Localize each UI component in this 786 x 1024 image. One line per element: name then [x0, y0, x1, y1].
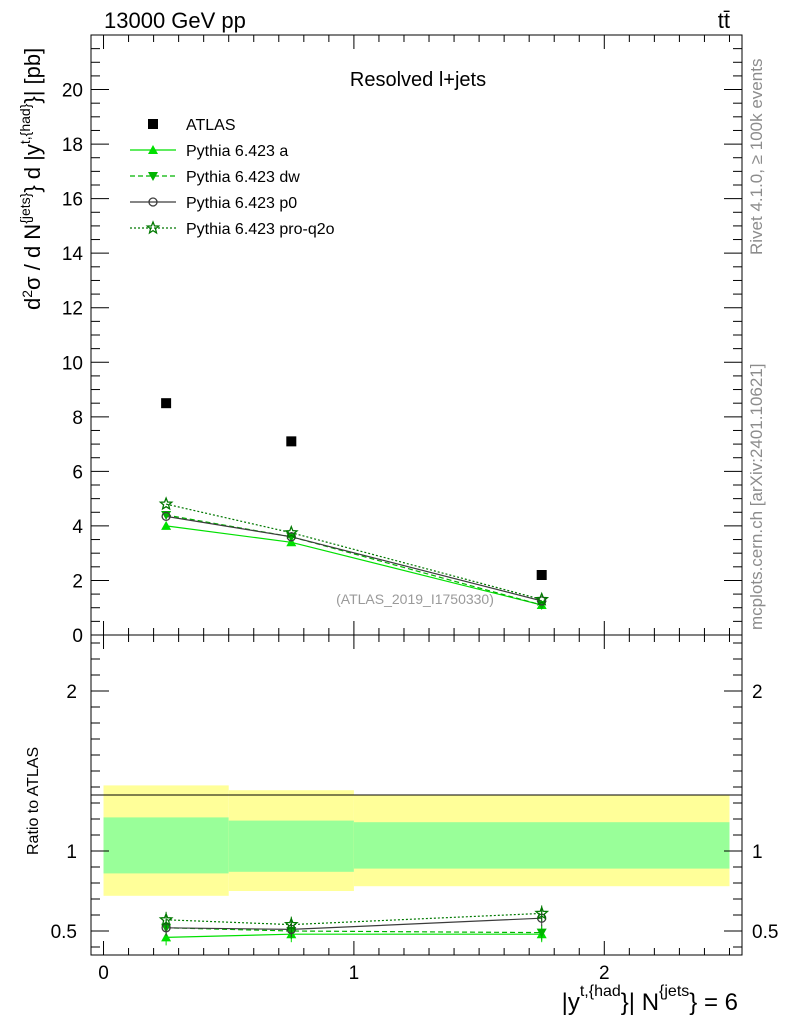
band-inner	[103, 817, 229, 874]
ratio-ytick-label: 2	[66, 682, 77, 703]
point-atlas	[286, 436, 297, 447]
legend-atlas: ATLAS	[186, 117, 236, 134]
main-ytick-label: 10	[62, 353, 83, 374]
ratio-frame	[90, 634, 743, 956]
ratio-line-pythia-6-423-a	[166, 933, 542, 938]
main-ytick-label: 4	[72, 517, 83, 538]
plot-title: Resolved l+jets	[350, 69, 486, 91]
legend-marker-atlas	[148, 119, 158, 129]
xtick-label: 1	[349, 963, 360, 984]
legend-marker-pythia-6-423-p0	[148, 197, 158, 207]
main-ytick-label: 2	[72, 571, 83, 592]
band-inner	[228, 820, 354, 872]
ratio-point-pythia-6-423-pro-q2o	[534, 905, 550, 920]
ratio-ytick-label: 0.5	[51, 922, 77, 943]
point-pythia-6-423-p0	[537, 596, 547, 606]
main-series-lines	[165, 503, 542, 606]
x-axis-label: |yt,{had}| N{jets} = 6	[562, 983, 738, 1016]
point-pythia-6-423-pro-q2o	[534, 591, 550, 606]
main-ytick-label: 20	[62, 81, 83, 102]
main-ylabel: d2σ / d N{jets}} d |yt,{had}}| [pb]	[17, 48, 45, 310]
ratio-point-pythia-6-423-a	[161, 932, 172, 942]
legend-markers	[130, 119, 176, 235]
ratio-point-pythia-6-423-pro-q2o	[158, 911, 174, 927]
point-pythia-6-423-a	[161, 520, 172, 530]
line-pythia-6-423-p0	[166, 515, 542, 602]
ratio-line-pythia-6-423-pro-q2o	[166, 912, 542, 926]
ratio-ylabel: Ratio to ATLAS	[25, 747, 42, 855]
legend-pythia-pro-q2o: Pythia 6.423 pro-q2o	[186, 221, 335, 238]
legend: ATLAS Pythia 6.423 a Pythia 6.423 dw Pyt…	[130, 117, 335, 238]
ratio-ytick-label-right: 1	[752, 842, 763, 863]
ratio-panel: 0.5 0.5 1 1 2 2 0 1 2	[51, 634, 778, 984]
analysis-watermark: (ATLAS_2019_I1750330)	[336, 591, 494, 607]
line-pythia-6-423-pro-q2o	[165, 503, 542, 601]
point-pythia-6-423-pro-q2o	[158, 496, 174, 511]
process-label: tt̄	[718, 8, 730, 33]
ratio-line-pythia-6-423-p0	[166, 917, 542, 931]
ratio-ytick-label: 1	[66, 842, 77, 863]
main-ytick-label: 8	[72, 408, 83, 429]
rivet-label: Rivet 4.1.0, ≥ 100k events	[747, 59, 766, 255]
main-ytick-label: 16	[62, 190, 83, 211]
band-inner	[353, 822, 730, 869]
main-panel: Resolved l+jets (ATLAS_2019_I1750330) 0 2…	[62, 34, 743, 647]
main-ytick-label: 6	[72, 462, 83, 483]
ratio-markers	[158, 905, 550, 946]
main-ytick-label: 12	[62, 299, 83, 320]
legend-pythia-a: Pythia 6.423 a	[186, 143, 288, 160]
ratio-uncertainty-bands	[103, 785, 730, 896]
ratio-point-pythia-6-423-pro-q2o	[283, 916, 299, 931]
mcplots-label: mcplots.cern.ch [arXiv:2401.10621]	[747, 364, 766, 630]
legend-marker-pythia-6-423-dw	[148, 172, 158, 181]
legend-marker-pythia-6-423-a	[148, 145, 158, 154]
line-pythia-6-423-dw	[165, 514, 542, 606]
legend-pythia-dw: Pythia 6.423 dw	[186, 169, 300, 186]
point-pythia-6-423-p0	[286, 532, 296, 542]
main-ytick-label: 18	[62, 135, 83, 156]
legend-pythia-p0: Pythia 6.423 p0	[186, 195, 297, 212]
main-markers	[158, 398, 550, 610]
ratio-series-lines	[166, 912, 542, 938]
main-ytick-label: 14	[62, 244, 84, 265]
point-atlas	[161, 398, 172, 409]
ratio-ytick-label-right: 0.5	[752, 922, 778, 943]
point-pythia-6-423-pro-q2o	[283, 524, 299, 540]
energy-label: 13000 GeV pp	[104, 8, 246, 33]
main-ytick-label: 0	[72, 626, 83, 647]
main-ticks: 0 2 4 6 8 10 12 14 16 18 20	[62, 35, 742, 647]
point-atlas	[536, 570, 547, 580]
xtick-label: 2	[599, 963, 610, 984]
xtick-label: 0	[98, 963, 109, 984]
ratio-ytick-label-right: 2	[752, 682, 763, 703]
legend-marker-pythia-6-423-pro-q2o	[145, 220, 161, 235]
point-pythia-6-423-p0	[161, 511, 171, 522]
ratio-point-pythia-6-423-dw	[536, 928, 547, 938]
ratio-ticks: 0.5 0.5 1 1 2 2 0 1 2	[51, 635, 778, 984]
